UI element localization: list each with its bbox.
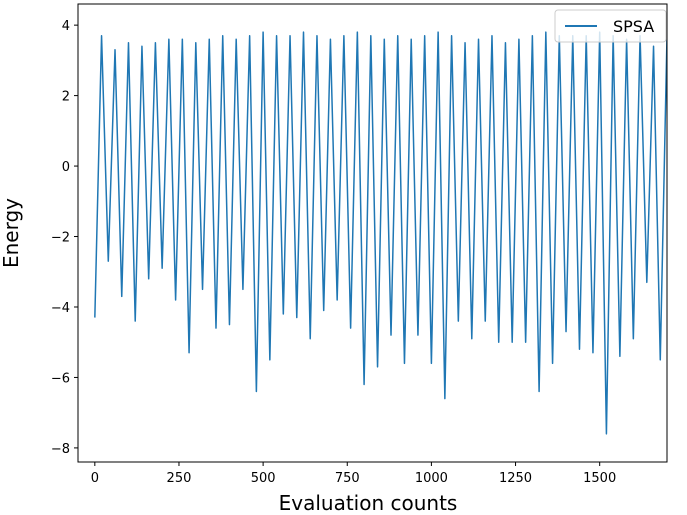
x-tick-label: 1250 (499, 471, 532, 486)
x-tick-label: 0 (91, 471, 99, 486)
x-tick-label: 500 (251, 471, 276, 486)
x-tick-label: 1500 (583, 471, 616, 486)
legend: SPSA (554, 9, 667, 43)
legend-label-spsa: SPSA (613, 17, 654, 36)
legend-box (554, 9, 667, 43)
plot-area (78, 4, 667, 462)
y-tick-label: −8 (51, 442, 70, 457)
x-axis-label: Evaluation counts (279, 491, 458, 515)
series-line-spsa (94, 31, 667, 435)
x-tick-label: 750 (335, 471, 360, 486)
y-axis-label: Energy (0, 198, 23, 268)
y-tick-label: −6 (51, 371, 70, 386)
y-tick-label: 2 (62, 90, 70, 105)
y-tick-label: 4 (62, 19, 70, 34)
y-tick-label: 0 (62, 160, 70, 175)
x-tick-label: 250 (167, 471, 192, 486)
axes-frame (77, 3, 668, 463)
y-tick-label: −4 (51, 301, 70, 316)
x-tick-label: 1000 (415, 471, 448, 486)
y-tick-label: −2 (51, 231, 70, 246)
